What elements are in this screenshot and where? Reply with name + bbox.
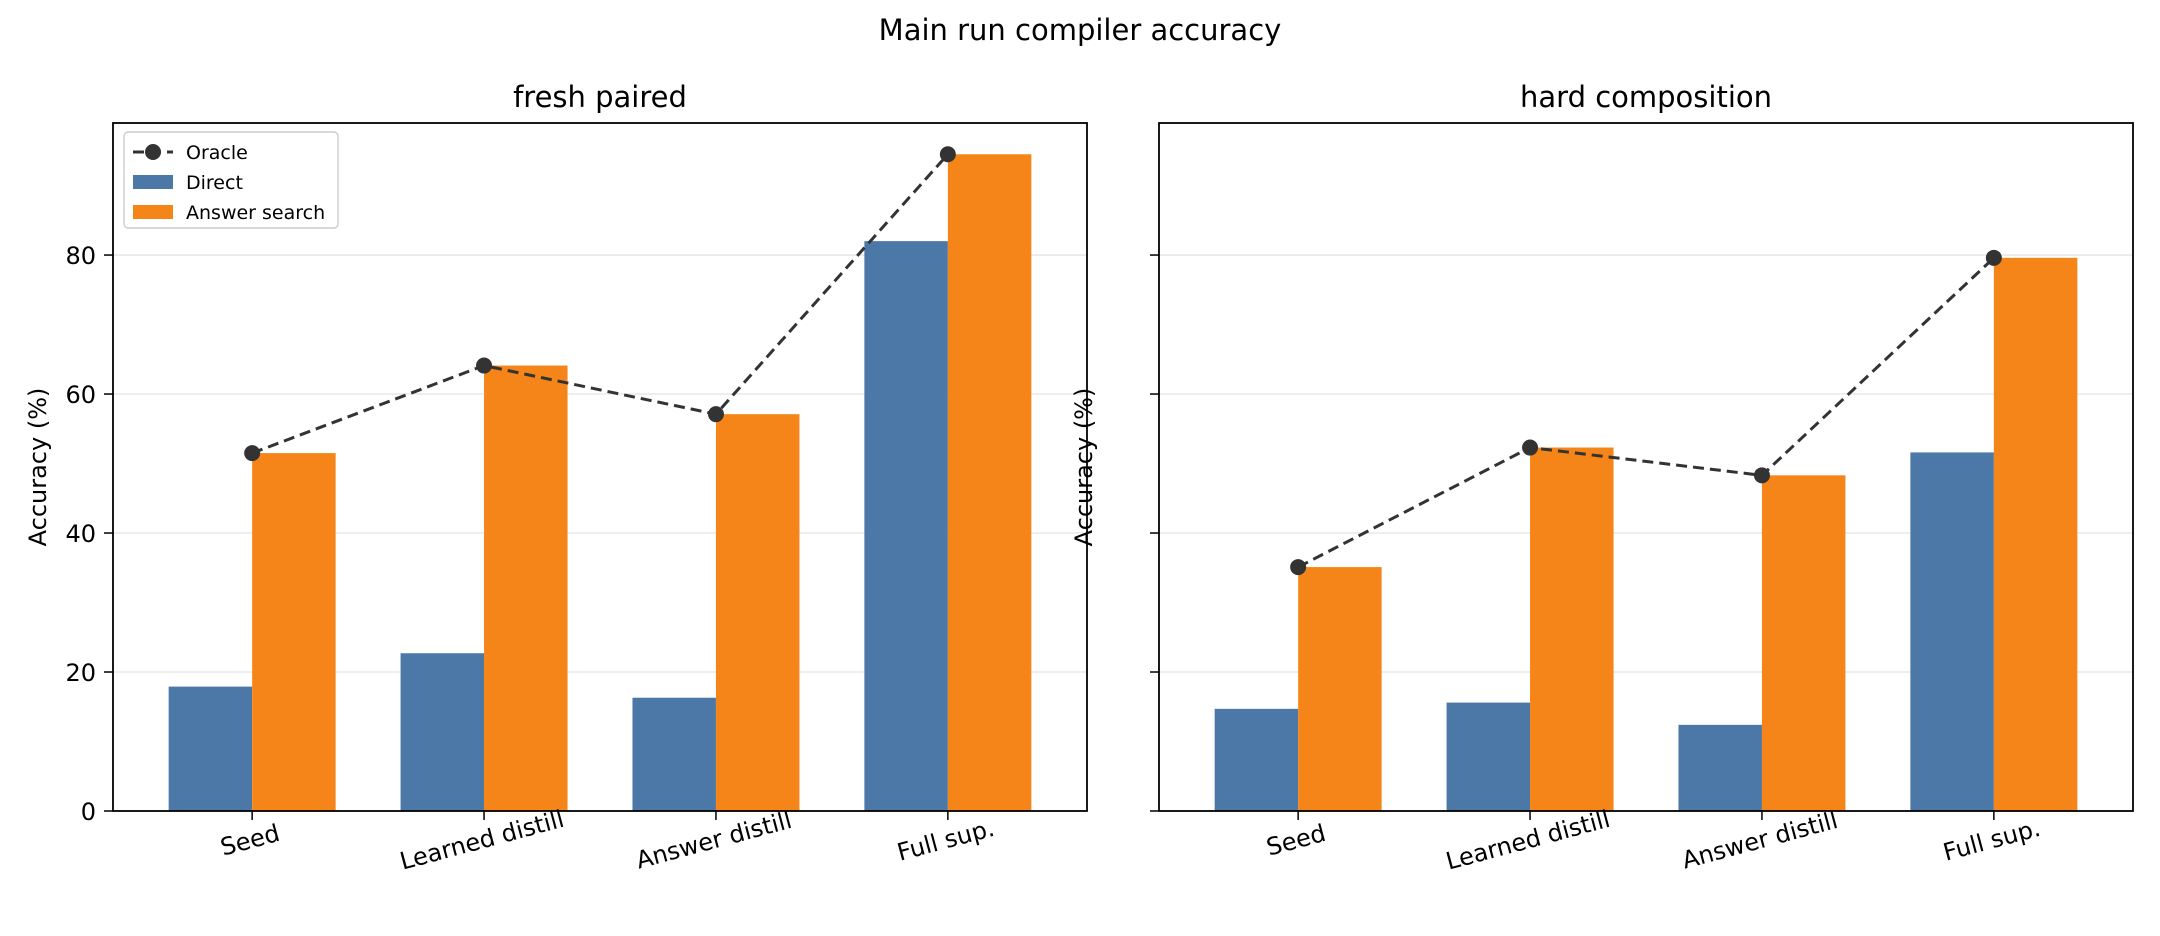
bar-answer-search <box>947 154 1032 812</box>
panel-title: hard composition <box>1520 80 1772 114</box>
oracle-point <box>1522 439 1539 456</box>
bar-answer-search <box>1298 567 1382 811</box>
oracle-line <box>1297 256 1995 569</box>
oracle-point <box>707 406 724 423</box>
axes-frame <box>112 122 1088 812</box>
oracle-point <box>939 146 956 163</box>
legend-label: Answer search <box>186 202 325 224</box>
bar-direct <box>1214 708 1299 811</box>
oracle-point <box>1290 559 1307 576</box>
y-axis-label: Accuracy (%) <box>24 388 52 547</box>
bar-answer-search <box>1993 257 2078 811</box>
legend-box <box>123 131 339 229</box>
y-axis-label: Accuracy (%) <box>1070 388 1098 547</box>
bar-direct <box>400 653 485 811</box>
y-tick-label: 80 <box>65 242 96 270</box>
figure-title: Main run compiler accuracy <box>879 13 1282 47</box>
y-tick-label: 60 <box>65 381 96 409</box>
legend-marker-swatch <box>145 144 161 160</box>
bar-direct <box>168 686 253 811</box>
bar-answer-search <box>715 414 800 811</box>
legend-label: Oracle <box>186 142 248 164</box>
oracle-point <box>1985 249 2002 266</box>
legend-label: Direct <box>186 172 243 194</box>
oracle-line <box>251 153 949 455</box>
axes-frame <box>1158 122 2134 812</box>
oracle-point <box>476 357 493 374</box>
bar-answer-search <box>252 453 336 811</box>
oracle-point <box>1753 467 1770 484</box>
legend-bar-swatch <box>133 175 173 189</box>
legend-bar-swatch <box>133 205 173 219</box>
bar-direct <box>1446 702 1531 811</box>
y-tick-label: 20 <box>65 659 96 687</box>
y-tick-label: 0 <box>81 798 96 826</box>
bar-answer-search <box>484 365 568 811</box>
bar-direct <box>864 241 948 811</box>
oracle-point <box>244 445 261 462</box>
bar-direct <box>1678 724 1762 811</box>
bar-direct <box>1910 452 1994 811</box>
legend: Oracle Direct Answer search <box>123 131 339 229</box>
panel-title: fresh paired <box>513 80 687 114</box>
bar-answer-search <box>1761 475 1846 811</box>
bar-answer-search <box>1530 447 1614 811</box>
y-tick-label: 40 <box>65 520 96 548</box>
bar-direct <box>632 697 716 811</box>
